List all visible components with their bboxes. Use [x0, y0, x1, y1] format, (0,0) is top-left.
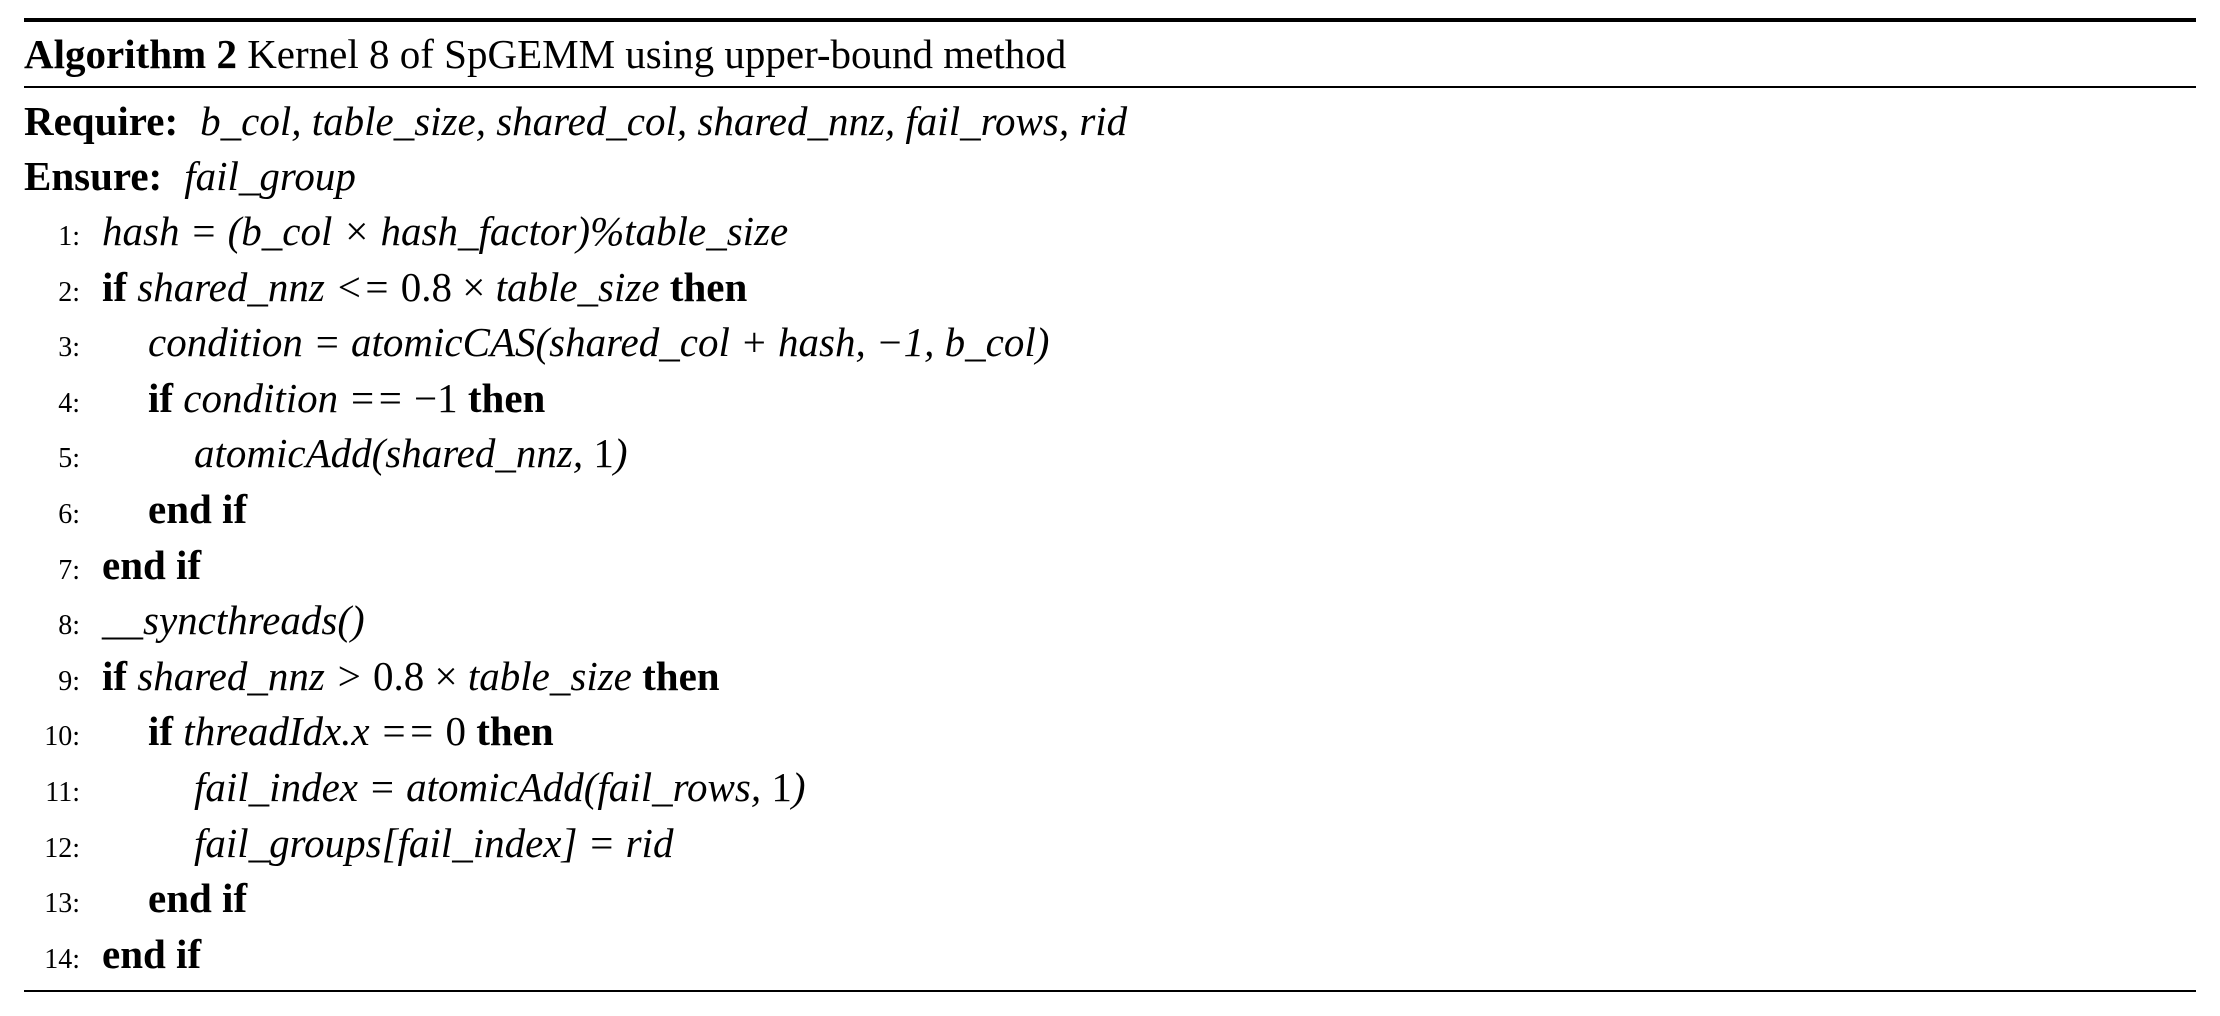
algo-line-13: 13: end if	[24, 871, 2196, 927]
line-number: 5:	[58, 443, 80, 475]
ensure-output: fail_group	[184, 153, 356, 199]
keyword: then	[465, 708, 554, 755]
line-content: __syncthreads()	[102, 593, 365, 649]
algo-line-5: 5: atomicAdd(shared_nnz, 1)	[24, 426, 2196, 482]
require-keyword: Require:	[24, 98, 179, 144]
expression: 0.8 ×	[373, 652, 468, 699]
expression: hash = (b_col × hash_factor)%table_size	[102, 208, 789, 254]
expression: table_size	[495, 263, 660, 310]
line-number: 4:	[58, 387, 80, 419]
keyword: end if	[148, 485, 248, 532]
line-content: if shared_nnz > 0.8 × table_size then	[102, 649, 720, 705]
expression: −1	[414, 374, 458, 421]
require-line: Require: b_col, table_size, shared_col, s…	[24, 94, 2196, 149]
line-number: 8:	[58, 610, 80, 642]
keyword: if	[102, 652, 128, 699]
bottom-rule	[24, 990, 2196, 993]
algo-line-14: 14: end if	[24, 927, 2196, 983]
line-number: 12:	[44, 832, 80, 864]
expression: 0	[445, 708, 466, 755]
line-content: if condition == −1 then	[102, 371, 545, 427]
expression: shared_nnz <=	[127, 263, 401, 310]
expression: )	[613, 430, 628, 477]
line-content: if threadIdx.x == 0 then	[102, 704, 554, 760]
keyword: end if	[102, 541, 202, 588]
expression: shared_nnz >	[127, 652, 374, 699]
expression: 1	[771, 763, 792, 810]
line-number: 7:	[58, 554, 80, 586]
algorithm-title: Kernel 8 of SpGEMM using upper-bound met…	[247, 31, 1067, 77]
algo-line-4: 4: if condition == −1 then	[24, 371, 2196, 427]
algo-line-8: 8: __syncthreads()	[24, 593, 2196, 649]
algo-line-6: 6: end if	[24, 482, 2196, 538]
keyword: then	[631, 652, 720, 699]
line-content: hash = (b_col × hash_factor)%table_size	[102, 204, 788, 260]
line-content: end if	[102, 927, 201, 983]
line-content: if shared_nnz <= 0.8 × table_size then	[102, 260, 747, 316]
line-number: 14:	[44, 943, 80, 975]
keyword: then	[457, 374, 546, 421]
top-rule	[24, 18, 2196, 22]
line-content: fail_groups[fail_index] = rid	[102, 816, 673, 872]
line-number: 2:	[58, 276, 80, 308]
algo-line-10: 10: if threadIdx.x == 0 then	[24, 704, 2196, 760]
algorithm-label: Algorithm 2	[24, 31, 237, 77]
expression: table_size	[467, 652, 632, 699]
algo-line-7: 7: end if	[24, 538, 2196, 594]
line-content: end if	[102, 538, 201, 594]
expression: )	[791, 763, 806, 810]
line-content: fail_index = atomicAdd(fail_rows, 1)	[102, 760, 805, 816]
expression: __syncthreads()	[102, 597, 365, 644]
line-number: 1:	[58, 221, 80, 252]
line-content: condition = atomicCAS(shared_col + hash,…	[102, 315, 1049, 371]
algo-line-2: 2: if shared_nnz <= 0.8 × table_size then	[24, 260, 2196, 316]
algo-line-9: 9: if shared_nnz > 0.8 × table_size then	[24, 649, 2196, 705]
keyword: if	[148, 708, 174, 755]
line-number: 3:	[58, 332, 80, 364]
require-params: b_col, table_size, shared_col, shared_nn…	[200, 98, 1128, 144]
algo-line-11: 11: fail_index = atomicAdd(fail_rows, 1)	[24, 760, 2196, 816]
expression: 1	[593, 430, 614, 477]
line-number: 13:	[44, 888, 80, 920]
caption-rule	[24, 86, 2196, 88]
keyword: end if	[102, 930, 202, 977]
line-content: atomicAdd(shared_nnz, 1)	[102, 426, 628, 482]
algorithm-caption: Algorithm 2 Kernel 8 of SpGEMM using upp…	[24, 22, 2196, 86]
expression: condition = atomicCAS(shared_col + hash,…	[148, 319, 1050, 366]
ensure-line: Ensure: fail_group	[24, 149, 2196, 204]
line-number: 11:	[45, 776, 80, 808]
algorithm-body: Require: b_col, table_size, shared_col, s…	[24, 88, 2196, 982]
expression: fail_index = atomicAdd(fail_rows,	[194, 763, 772, 810]
algo-line-12: 12: fail_groups[fail_index] = rid	[24, 816, 2196, 872]
line-number: 9:	[58, 665, 80, 697]
algo-line-1: 1: hash = (b_col × hash_factor)%table_siz…	[24, 204, 2196, 260]
keyword: if	[102, 263, 128, 310]
algo-line-3: 3: condition = atomicCAS(shared_col + has…	[24, 315, 2196, 371]
line-number: 10:	[44, 721, 80, 753]
keyword: then	[659, 263, 748, 310]
expression: fail_groups[fail_index] = rid	[194, 819, 674, 866]
keyword: if	[148, 374, 174, 421]
expression: 0.8 ×	[400, 263, 496, 310]
line-content: end if	[102, 871, 247, 927]
ensure-keyword: Ensure:	[24, 153, 163, 199]
algorithm-block: Algorithm 2 Kernel 8 of SpGEMM using upp…	[24, 18, 2196, 993]
expression: threadIdx.x ==	[173, 708, 446, 755]
expression: atomicAdd(shared_nnz,	[194, 430, 594, 477]
expression: condition ==	[173, 374, 415, 421]
line-content: end if	[102, 482, 247, 538]
keyword: end if	[148, 875, 248, 922]
line-number: 6:	[58, 498, 80, 530]
